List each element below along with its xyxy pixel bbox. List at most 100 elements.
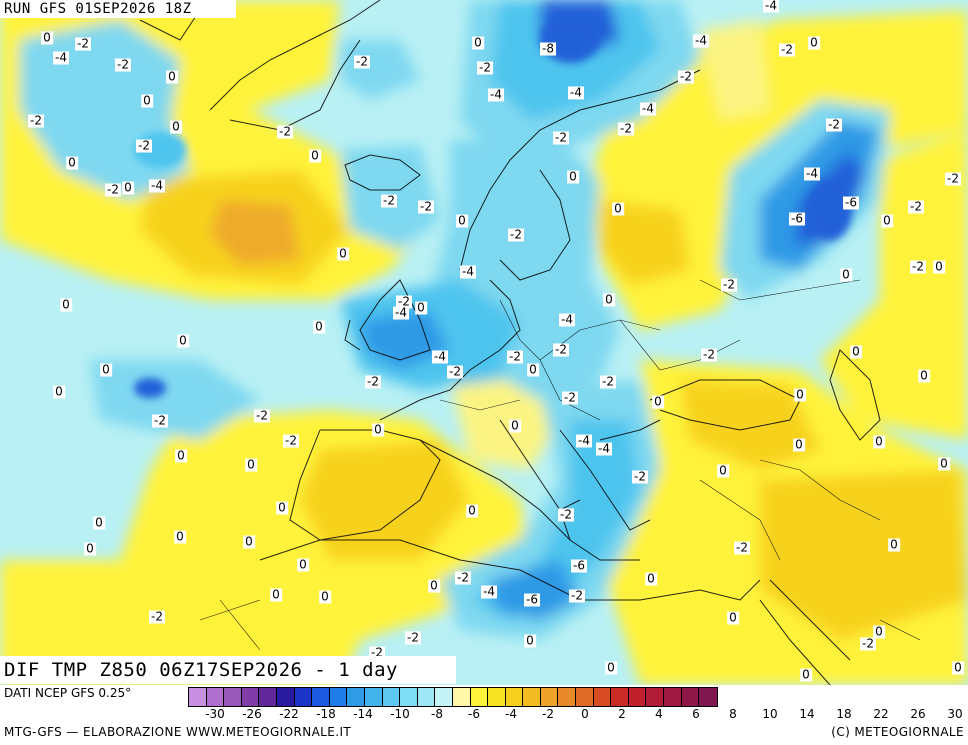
warm-field-sahara (0, 560, 200, 685)
isoline-label: 0 (297, 557, 309, 572)
isoline-label: 0 (603, 292, 615, 307)
color-scale-tick: 30 (947, 707, 963, 721)
isoline-label: 0 (337, 246, 349, 261)
isoline-label: -4 (596, 441, 612, 456)
isoline-label: 0 (645, 571, 657, 586)
warm-field-russia (600, 200, 690, 285)
color-scale-swatch (576, 688, 594, 706)
isoline-label: 0 (612, 201, 624, 216)
warm-field-anatolia-gold (680, 380, 820, 470)
greenland-coast (139, 0, 381, 131)
isoline-label: 0 (245, 457, 257, 472)
isoline-label: -4 (804, 166, 820, 181)
isoline-label: -2 (721, 277, 737, 292)
isoline-label: 0 (166, 69, 178, 84)
color-scale-swatch (611, 688, 629, 706)
isoline-label: -2 (908, 199, 924, 214)
cold-core-azores (134, 378, 166, 398)
isoline-label: 0 (466, 503, 478, 518)
isoline-label: 0 (472, 35, 484, 50)
isoline-label: 0 (174, 529, 186, 544)
color-scale-swatch (699, 688, 717, 706)
color-scale-tick: -8 (431, 707, 443, 721)
isoline-label: -2 (860, 636, 876, 651)
isoline-label: -4 (763, 0, 779, 13)
isoline-label: -2 (632, 469, 648, 484)
color-scale-swatch (664, 688, 682, 706)
color-scale-swatch (540, 688, 559, 706)
cold-core-east (808, 180, 852, 240)
isoline-label: -2 (354, 54, 370, 69)
isoline-label: 0 (717, 463, 729, 478)
color-scale-tick: -26 (242, 707, 262, 721)
isoline-label: 0 (952, 660, 964, 675)
color-scale-swatch (417, 688, 436, 706)
black-sea-coast (649, 379, 801, 431)
isoline-label: -4 (568, 85, 584, 100)
color-scale-tick: 14 (799, 707, 815, 721)
warm-field-mideast-gold (760, 470, 968, 640)
isoline-label: 0 (808, 35, 820, 50)
isoline-label: 0 (66, 155, 78, 170)
britain-coast (344, 279, 431, 361)
color-scale-swatch (382, 688, 401, 706)
color-scale-swatch (364, 688, 383, 706)
isoline-label: 0 (918, 368, 930, 383)
isoline-label: -2 (283, 433, 299, 448)
color-scale-ticks: -30 -26 -22 -18 -14 -10 -8 -6 -4 -2 0 2 4 6 8 10 14 18 22 2… (188, 707, 964, 723)
scandinavia-coast (459, 69, 701, 281)
isoline-label: 0 (84, 541, 96, 556)
isoline-label: -4 (149, 178, 165, 193)
color-scale-swatch (505, 688, 524, 706)
isoline-label: -2 (945, 171, 961, 186)
isoline-label: 0 (175, 448, 187, 463)
europe-coast (320, 279, 640, 561)
isoline-label: 0 (873, 434, 885, 449)
isoline-label: 0 (938, 456, 950, 471)
color-scale-swatch (488, 688, 506, 706)
color-scale-tick: -30 (205, 707, 225, 721)
isoline-label: 0 (567, 169, 579, 184)
color-scale-swatch (347, 688, 365, 706)
color-scale-swatch (628, 688, 647, 706)
red-sea-coast (759, 579, 851, 685)
color-scale-swatch (593, 688, 612, 706)
anomaly-fields (0, 0, 968, 685)
isoline-label: 0 (319, 589, 331, 604)
isoline-label: -2 (418, 199, 434, 214)
isoline-label: 0 (243, 534, 255, 549)
isoline-label: -6 (524, 592, 540, 607)
isoline-label: -2 (553, 130, 569, 145)
color-scale-tick: 6 (692, 707, 700, 721)
color-scale-tick: -14 (353, 707, 373, 721)
isoline-label: -8 (540, 41, 556, 56)
color-scale-tick: -6 (468, 707, 480, 721)
isoline-label: -2 (701, 347, 717, 362)
color-scale-tick: 26 (910, 707, 926, 721)
isoline-label: -2 (826, 117, 842, 132)
isoline-label: 0 (888, 537, 900, 552)
temperature-anomaly-map: -4 0 -2 -4 -2 0 0 -2 0 -2 0 -2 0 -4 0 -2 -2 0 -2 -8 -4 -2 0 -2 -… (0, 0, 968, 685)
color-scale-tick: -10 (390, 707, 410, 721)
isoline-label: 0 (428, 578, 440, 593)
isoline-label: 0 (794, 387, 806, 402)
color-scale-tick: 22 (873, 707, 889, 721)
isoline-label: 0 (527, 362, 539, 377)
color-scale-swatch (435, 688, 453, 706)
isoline-label: 0 (933, 259, 945, 274)
isoline-label: 0 (881, 213, 893, 228)
isoline-label: 0 (509, 418, 521, 433)
isoline-label: 0 (41, 30, 53, 45)
cold-field-atlantic-south (90, 360, 260, 440)
color-scale-swatch (681, 688, 700, 706)
color-scale-swatch (646, 688, 665, 706)
color-scale-tick: -4 (505, 707, 517, 721)
isoline-label: 0 (60, 297, 72, 312)
isoline-label: -2 (136, 138, 152, 153)
warm-field-east (820, 130, 968, 440)
isoline-label: 0 (309, 148, 321, 163)
isoline-label: -2 (152, 413, 168, 428)
caspian-coast (829, 349, 881, 441)
isoline-label: -2 (553, 342, 569, 357)
color-scale-swatch (276, 688, 295, 706)
